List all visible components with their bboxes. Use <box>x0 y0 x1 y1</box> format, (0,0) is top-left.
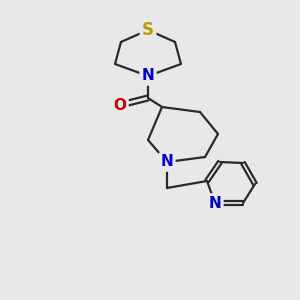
Text: N: N <box>142 68 154 83</box>
Text: N: N <box>208 196 221 211</box>
Text: S: S <box>142 21 154 39</box>
Text: O: O <box>113 98 127 112</box>
Text: N: N <box>160 154 173 169</box>
